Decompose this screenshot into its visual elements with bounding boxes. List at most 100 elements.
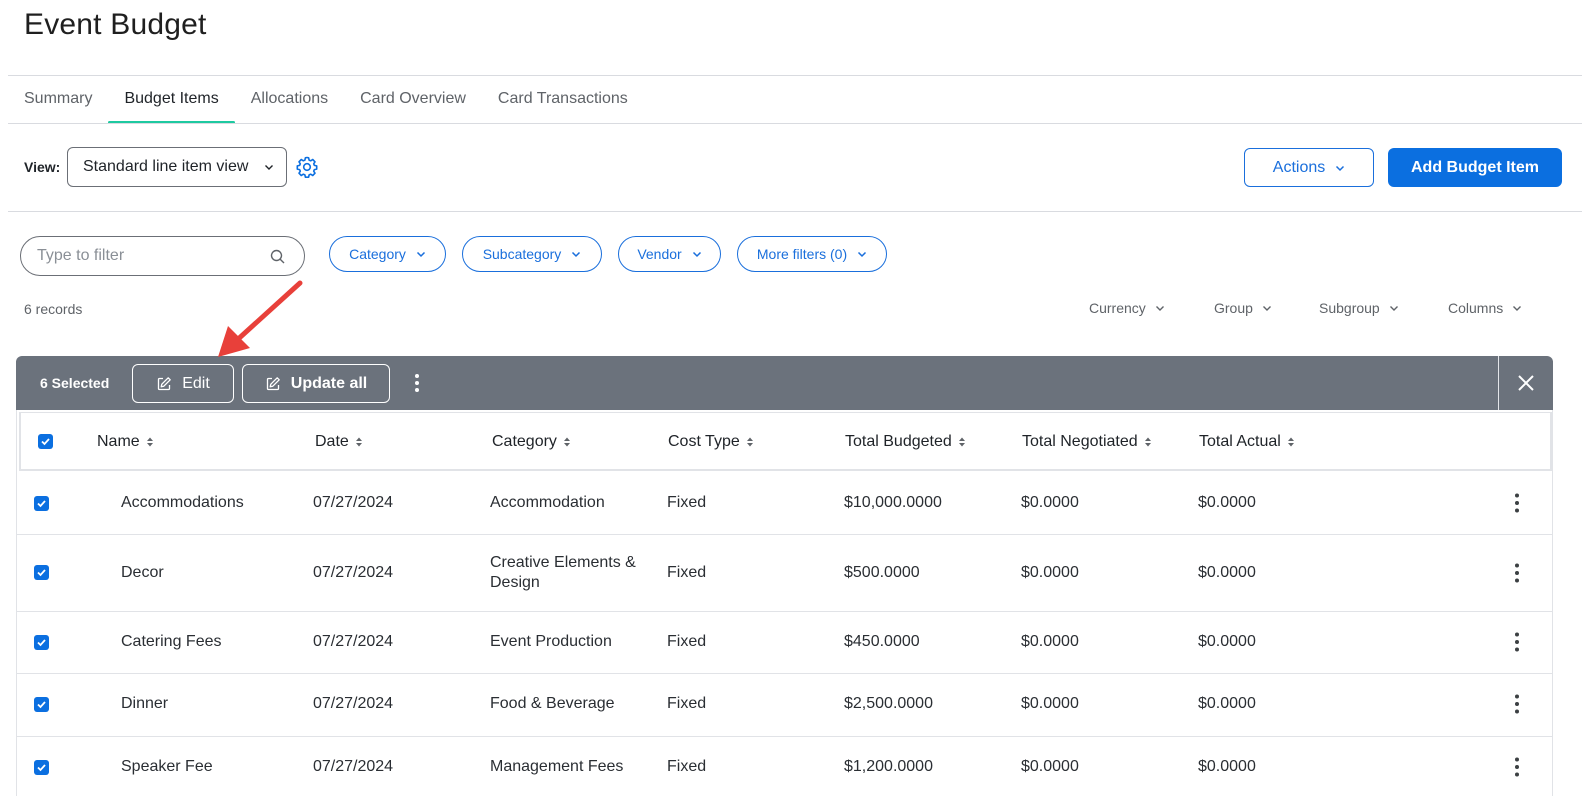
cell-total-budgeted: $10,000.0000 [844, 494, 942, 511]
subgroup-label: Subgroup [1319, 300, 1380, 316]
cell-name[interactable]: Dinner [121, 695, 169, 712]
checkmark-icon [37, 639, 46, 647]
more-filters-label: More filters (0) [756, 246, 848, 262]
chevron-down-icon [416, 251, 425, 258]
vendor-filter[interactable]: Vendor [618, 236, 721, 272]
cell-name[interactable]: Accommodations [121, 494, 244, 511]
cell-total-budgeted: $500.0000 [844, 564, 920, 581]
update-all-label: Update all [290, 374, 368, 392]
subcategory-filter[interactable]: Subcategory [462, 236, 602, 272]
cell-total-negotiated: $0.0000 [1021, 758, 1079, 775]
subgroup-dropdown[interactable]: Subgroup [1319, 300, 1399, 316]
tab-allocations[interactable]: Allocations [250, 90, 329, 107]
more-filters-button[interactable]: More filters (0) [737, 236, 887, 272]
row-menu-icon[interactable] [1512, 756, 1522, 778]
cell-date: 07/27/2024 [313, 695, 394, 712]
cell-date: 07/27/2024 [313, 564, 394, 581]
row-checkbox[interactable] [34, 760, 49, 775]
filter-input[interactable] [37, 247, 257, 265]
divider [8, 211, 1582, 212]
cell-total-budgeted: $450.0000 [844, 633, 920, 650]
edit-button[interactable]: Edit [132, 364, 234, 403]
group-dropdown[interactable]: Group [1214, 300, 1272, 316]
row-menu-icon[interactable] [1512, 631, 1522, 653]
actions-label: Actions [1272, 158, 1326, 176]
column-header-name[interactable]: Name [97, 433, 154, 451]
category-filter[interactable]: Category [329, 236, 446, 272]
budget-items-table: Name Date Category Cost Type Total Budge… [16, 410, 1553, 796]
cell-total-actual: $0.0000 [1198, 564, 1256, 581]
column-header-category[interactable]: Category [492, 433, 571, 451]
sort-icon [563, 437, 570, 447]
chevron-down-icon [1336, 165, 1345, 171]
column-header-label: Total Negotiated [1022, 433, 1138, 450]
row-checkbox[interactable] [34, 496, 49, 511]
selection-bar: 6 Selected Edit Update all [16, 356, 1553, 410]
cell-total-negotiated: $0.0000 [1021, 695, 1079, 712]
cell-category: Food & Beverage [490, 695, 615, 712]
checkmark-icon [41, 438, 50, 446]
sort-icon [1287, 437, 1294, 447]
row-checkbox[interactable] [34, 697, 49, 712]
divider [8, 123, 1582, 124]
column-header-label: Name [97, 433, 140, 450]
cell-cost-type: Fixed [667, 758, 707, 775]
cell-category: Accommodation [490, 494, 605, 511]
columns-dropdown[interactable]: Columns [1448, 300, 1522, 316]
gear-icon[interactable] [295, 155, 319, 179]
column-header-total-actual[interactable]: Total Actual [1199, 433, 1295, 451]
row-checkbox[interactable] [34, 565, 49, 580]
column-header-total-budgeted[interactable]: Total Budgeted [845, 433, 966, 451]
cell-date: 07/27/2024 [313, 494, 394, 511]
close-icon[interactable] [1516, 373, 1536, 393]
actions-button[interactable]: Actions [1244, 148, 1374, 187]
column-header-date[interactable]: Date [315, 433, 363, 451]
column-header-label: Total Budgeted [845, 433, 952, 450]
cell-total-actual: $0.0000 [1198, 494, 1256, 511]
sort-icon [746, 437, 753, 447]
tab-budget-items[interactable]: Budget Items [108, 76, 236, 124]
row-checkbox[interactable] [34, 635, 49, 650]
row-menu-icon[interactable] [1512, 562, 1522, 584]
table-row[interactable]: Decor 07/27/2024 Creative Elements & Des… [17, 535, 1552, 612]
cell-date: 07/27/2024 [313, 633, 394, 650]
tab-bar: Summary Budget Items Allocations Card Ov… [8, 76, 644, 124]
more-options-icon[interactable] [412, 371, 422, 395]
cell-name[interactable]: Decor [121, 564, 164, 581]
row-menu-icon[interactable] [1512, 693, 1522, 715]
chevron-down-icon [572, 251, 581, 258]
tab-card-transactions[interactable]: Card Transactions [497, 90, 628, 107]
update-all-button[interactable]: Update all [242, 364, 390, 403]
edit-label: Edit [182, 374, 210, 392]
table-row[interactable]: Speaker Fee 07/27/2024 Management Fees F… [17, 737, 1552, 796]
cell-name[interactable]: Speaker Fee [121, 758, 213, 775]
column-header-total-negotiated[interactable]: Total Negotiated [1022, 433, 1152, 451]
row-menu-icon[interactable] [1512, 492, 1522, 514]
cell-category: Creative Elements & Design [490, 554, 636, 591]
view-select[interactable]: Standard line item view [67, 147, 287, 187]
cell-total-negotiated: $0.0000 [1021, 564, 1079, 581]
cell-category: Event Production [490, 633, 612, 650]
add-budget-item-button[interactable]: Add Budget Item [1388, 148, 1562, 187]
chevron-down-icon [1155, 306, 1164, 311]
cell-total-budgeted: $1,200.0000 [844, 758, 933, 775]
cell-total-actual: $0.0000 [1198, 758, 1256, 775]
select-all-checkbox[interactable] [38, 434, 53, 449]
tab-card-overview[interactable]: Card Overview [360, 90, 466, 107]
edit-icon [266, 376, 280, 390]
cell-cost-type: Fixed [667, 633, 707, 650]
cell-name[interactable]: Catering Fees [121, 633, 222, 650]
currency-dropdown[interactable]: Currency [1089, 300, 1165, 316]
checkmark-icon [37, 569, 46, 577]
cell-total-actual: $0.0000 [1198, 695, 1256, 712]
cell-cost-type: Fixed [667, 564, 707, 581]
table-row[interactable]: Dinner 07/27/2024 Food & Beverage Fixed … [17, 674, 1552, 737]
selected-count: 6 Selected [40, 375, 110, 391]
cell-total-actual: $0.0000 [1198, 633, 1256, 650]
filter-input-wrapper [20, 236, 305, 276]
column-header-cost-type[interactable]: Cost Type [668, 433, 754, 451]
table-row[interactable]: Accommodations 07/27/2024 Accommodation … [17, 472, 1552, 535]
tab-summary[interactable]: Summary [24, 90, 93, 107]
table-row[interactable]: Catering Fees 07/27/2024 Event Productio… [17, 612, 1552, 674]
records-count: 6 records [24, 301, 83, 317]
